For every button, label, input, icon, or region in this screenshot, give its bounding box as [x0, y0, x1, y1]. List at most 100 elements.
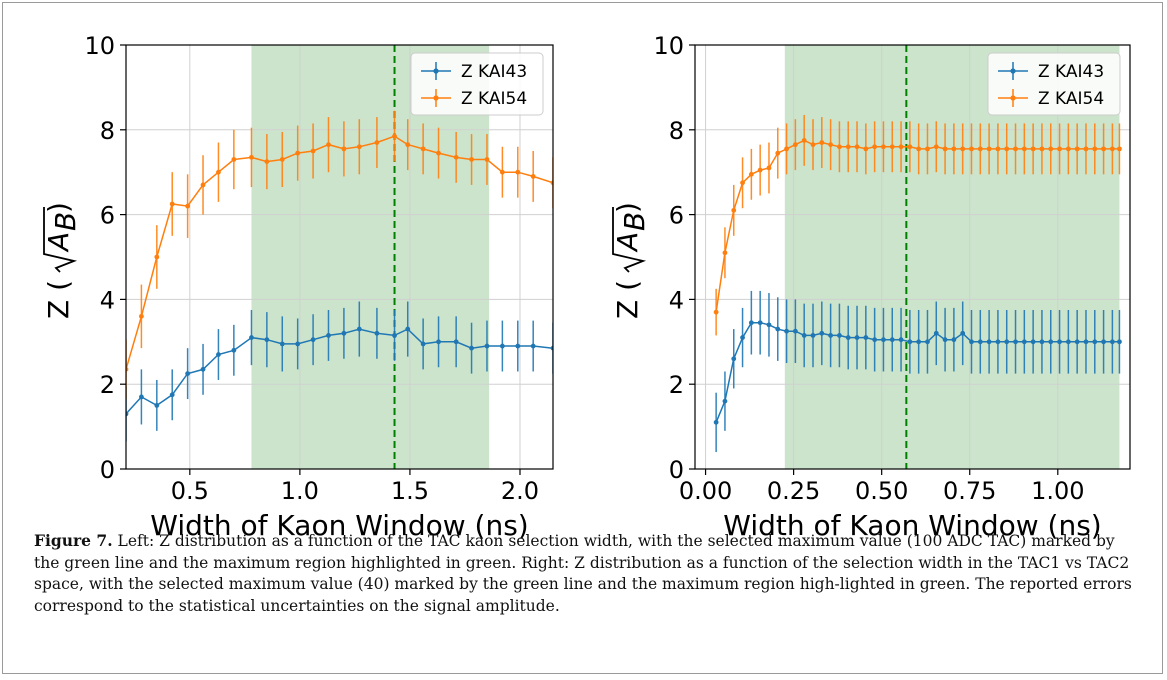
right-series-1-point-7 — [775, 326, 781, 332]
right-series-2-point-25 — [933, 144, 939, 150]
left-series-1-point-17 — [392, 333, 397, 338]
right-ytick-label-1: 2 — [669, 371, 684, 399]
left-y-axis-title-suffix: ) — [42, 202, 75, 213]
right-series-2-point-8 — [784, 146, 789, 152]
right-legend-label-1: Z KAI43 — [1038, 62, 1104, 82]
left-chart: 0.5 1.0 1.5 2.0 0 2 4 6 8 10 Width of Kaon Window … — [42, 32, 554, 542]
right-series-2-point-31 — [986, 146, 992, 152]
right-series-2-point-7 — [775, 150, 781, 156]
left-series-1-point-9 — [264, 337, 270, 343]
right-series-1-point-0 — [713, 419, 719, 425]
right-series-1-point-30 — [977, 339, 983, 345]
right-series-2-point-6 — [766, 165, 772, 171]
left-highlight-region — [251, 45, 490, 469]
right-series-2-point-1 — [722, 250, 728, 256]
left-axes-frame — [125, 44, 554, 470]
left-legend-label-2: Z KAI54 — [461, 89, 527, 109]
left-ytick-label-3: 6 — [100, 202, 115, 230]
right-series-2-point-37 — [1039, 146, 1045, 152]
left-series-1-point-12 — [310, 337, 316, 343]
right-series-2-point-9 — [792, 142, 798, 148]
left-xtick-label-1: 1.0 — [281, 477, 319, 505]
right-series-1-point-32 — [995, 339, 1001, 345]
right-series-1-point-44 — [1101, 339, 1106, 345]
right-series-2-point-15 — [845, 144, 851, 150]
right-series-2-point-44 — [1101, 146, 1106, 152]
left-series-2-point-1 — [139, 313, 144, 319]
right-series-1-point-10 — [801, 333, 807, 338]
left-series-1-point-4 — [185, 371, 191, 376]
left-ytick-label-0: 0 — [100, 456, 115, 484]
right-series-2-point-12 — [819, 140, 825, 145]
right-xtick-label-3: 0.75 — [943, 477, 996, 505]
right-series-1-point-38 — [1048, 339, 1054, 345]
right-series-1-point-36 — [1030, 339, 1036, 345]
right-series-1-point-8 — [784, 328, 789, 334]
right-series-1-point-27 — [951, 337, 957, 343]
right-series-2-point-39 — [1057, 146, 1062, 152]
left-series-2-point-13 — [326, 142, 331, 148]
right-series-2-point-11 — [810, 142, 816, 148]
left-series-2-point-4 — [185, 203, 191, 209]
right-series-1-point-45 — [1109, 339, 1115, 345]
left-series-2-point-16 — [374, 140, 380, 145]
right-ytick-label-5: 10 — [653, 32, 684, 60]
right-y-axis-title-suffix: ) — [611, 202, 644, 213]
left-ytick-label-4: 8 — [100, 117, 115, 145]
left-series-1-point-7 — [231, 347, 237, 353]
right-series-1-point-22 — [907, 339, 913, 345]
left-series-1-point-5 — [200, 366, 206, 372]
caption-text: Left: Z distribution as a function of th… — [34, 532, 1132, 615]
right-legend — [987, 52, 1121, 116]
right-series-2-point-28 — [960, 146, 966, 152]
right-ytick-label-2: 4 — [669, 286, 684, 314]
left-series-2-point-18 — [405, 142, 411, 148]
right-series-1-point-3 — [740, 335, 745, 340]
right-series-1-point-12 — [819, 330, 825, 336]
left-series-1-point-23 — [484, 343, 490, 349]
right-series-1-point-29 — [969, 339, 974, 345]
right-series-1-point-15 — [845, 335, 851, 340]
right-y-axis-title-sub: B — [618, 212, 651, 231]
left-series-2-point-21 — [453, 154, 459, 160]
right-series-2-point-0 — [713, 309, 719, 315]
right-series-2-point-2 — [731, 207, 737, 213]
right-series-2-point-33 — [1004, 146, 1010, 152]
right-series-2-point-3 — [740, 180, 745, 186]
right-series-1-point-37 — [1039, 339, 1045, 345]
left-y-axis-title: Z (AB) — [42, 202, 82, 319]
left-series-1-point-3 — [169, 392, 175, 398]
right-series-1-point-18 — [872, 337, 878, 343]
left-series-2-point-20 — [436, 150, 441, 156]
right-series-2-point-16 — [854, 144, 860, 150]
left-series-2-point-25 — [515, 169, 521, 175]
right-series-1-point-14 — [837, 333, 842, 338]
right-series-2-point-36 — [1030, 146, 1036, 152]
right-legend-label-2: Z KAI54 — [1038, 89, 1104, 109]
left-xtick-label-3: 2.0 — [501, 477, 539, 505]
left-series-1-point-14 — [341, 330, 347, 336]
right-series-2-point-10 — [801, 138, 807, 143]
right-axes-frame — [694, 44, 1131, 470]
right-series-1-point-34 — [1013, 339, 1018, 345]
right-series-1-point-19 — [881, 337, 886, 343]
right-series-2-point-23 — [916, 146, 922, 152]
left-legend — [410, 52, 544, 116]
right-xtick-label-1: 0.25 — [767, 477, 820, 505]
left-series-1-point-24 — [499, 343, 505, 349]
left-series-1-point-6 — [216, 352, 221, 357]
left-series-2-point-3 — [169, 201, 175, 207]
left-series-2-point-12 — [310, 148, 316, 154]
right-x-axis-title: Width of Kaon Window (ns) — [723, 509, 1101, 542]
right-series-2-point-45 — [1109, 146, 1115, 152]
left-ytick-label-5: 10 — [84, 32, 115, 60]
right-series-2 — [713, 114, 1122, 336]
left-series-1-point-22 — [469, 345, 474, 351]
left-x-axis-title: Width of Kaon Window (ns) — [150, 509, 528, 542]
right-series-2-point-32 — [995, 146, 1001, 152]
left-series-2 — [126, 110, 553, 400]
left-series-1-point-18 — [405, 326, 411, 332]
right-series-2-point-26 — [942, 146, 948, 152]
left-y-axis-title-var: A — [42, 232, 75, 253]
left-sqrt-icon — [43, 207, 78, 273]
